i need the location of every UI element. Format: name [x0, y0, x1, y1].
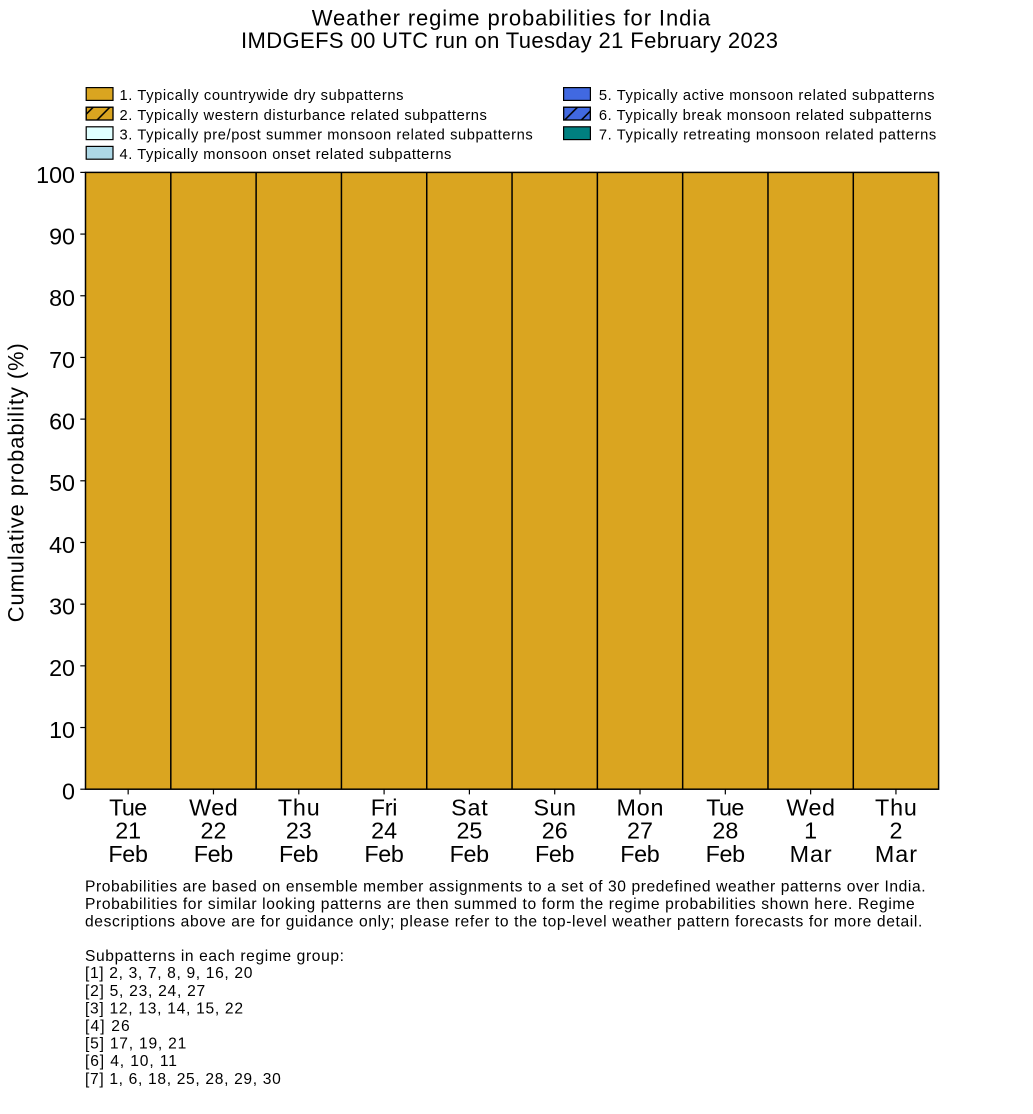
svg-text:60: 60	[49, 409, 75, 435]
svg-text:6. Typically break monsoon rel: 6. Typically break monsoon related subpa…	[599, 108, 932, 124]
svg-text:23: 23	[286, 818, 312, 844]
svg-text:Subpatterns in each regime gro: Subpatterns in each regime group:	[85, 948, 344, 965]
svg-text:[2] 5, 23, 24, 27: [2] 5, 23, 24, 27	[85, 983, 205, 1000]
svg-text:Probabilities for similar look: Probabilities for similar looking patter…	[85, 896, 915, 913]
svg-text:[4] 26: [4] 26	[85, 1018, 130, 1035]
svg-text:80: 80	[49, 285, 75, 311]
svg-text:10: 10	[49, 717, 75, 743]
svg-text:Probabilities are based on ens: Probabilities are based on ensemble memb…	[85, 878, 926, 895]
svg-text:Feb: Feb	[450, 841, 490, 867]
svg-text:Feb: Feb	[620, 841, 660, 867]
svg-text:Mar: Mar	[790, 841, 832, 867]
svg-text:Tue: Tue	[706, 794, 744, 820]
svg-text:5. Typically active monsoon re: 5. Typically active monsoon related subp…	[599, 88, 935, 104]
svg-text:Tue: Tue	[109, 794, 147, 820]
svg-text:0: 0	[62, 779, 75, 805]
svg-text:[5] 17, 19, 21: [5] 17, 19, 21	[85, 1036, 186, 1053]
svg-text:3. Typically pre/post summer m: 3. Typically pre/post summer monsoon rel…	[120, 127, 533, 143]
svg-text:7. Typically retreating monsoo: 7. Typically retreating monsoon related …	[599, 127, 936, 143]
svg-text:Fri: Fri	[371, 794, 398, 820]
svg-text:28: 28	[712, 818, 738, 844]
svg-text:Feb: Feb	[194, 841, 234, 867]
svg-text:Wed: Wed	[786, 794, 835, 820]
svg-text:40: 40	[49, 532, 75, 558]
svg-text:Thu: Thu	[278, 794, 320, 820]
svg-text:Feb: Feb	[108, 841, 148, 867]
svg-text:Feb: Feb	[364, 841, 404, 867]
svg-text:Sat: Sat	[451, 794, 488, 820]
svg-text:[1] 2, 3, 7, 8, 9, 16, 20: [1] 2, 3, 7, 8, 9, 16, 20	[85, 965, 253, 982]
svg-text:descriptions above are for gui: descriptions above are for guidance only…	[85, 914, 922, 931]
svg-text:24: 24	[371, 818, 397, 844]
svg-text:Feb: Feb	[706, 841, 746, 867]
svg-text:27: 27	[627, 818, 653, 844]
svg-text:Mar: Mar	[875, 841, 917, 867]
svg-text:25: 25	[456, 818, 482, 844]
svg-text:Weather regime probabilities f: Weather regime probabilities for India	[312, 5, 711, 30]
svg-text:22: 22	[201, 818, 227, 844]
svg-text:Wed: Wed	[189, 794, 238, 820]
svg-text:20: 20	[49, 655, 75, 681]
svg-text:Feb: Feb	[535, 841, 575, 867]
svg-text:Mon: Mon	[617, 794, 664, 820]
svg-text:90: 90	[49, 224, 75, 250]
svg-text:30: 30	[49, 594, 75, 620]
svg-text:2: 2	[889, 818, 902, 844]
svg-text:[3] 12, 13, 14, 15, 22: [3] 12, 13, 14, 15, 22	[85, 1000, 243, 1017]
svg-text:[6] 4, 10, 11: [6] 4, 10, 11	[85, 1053, 177, 1070]
svg-text:Cumulative probability (%): Cumulative probability (%)	[4, 343, 29, 622]
svg-text:[7] 1, 6, 18, 25, 28, 29, 30: [7] 1, 6, 18, 25, 28, 29, 30	[85, 1071, 281, 1088]
svg-text:Feb: Feb	[279, 841, 319, 867]
svg-text:2. Typically western disturban: 2. Typically western disturbance related…	[120, 108, 487, 124]
svg-text:100: 100	[36, 162, 75, 188]
svg-text:1: 1	[804, 818, 817, 844]
svg-text:70: 70	[49, 347, 75, 373]
svg-text:IMDGEFS 00 UTC run on Tuesday: IMDGEFS 00 UTC run on Tuesday 21 Februar…	[241, 28, 778, 53]
svg-text:50: 50	[49, 470, 75, 496]
svg-text:26: 26	[542, 818, 568, 844]
svg-text:Sun: Sun	[534, 794, 576, 820]
svg-text:21: 21	[115, 818, 141, 844]
svg-text:4. Typically monsoon onset rel: 4. Typically monsoon onset related subpa…	[120, 147, 452, 163]
svg-text:Thu: Thu	[875, 794, 917, 820]
svg-text:1. Typically countrywide dry s: 1. Typically countrywide dry subpatterns	[120, 88, 404, 104]
